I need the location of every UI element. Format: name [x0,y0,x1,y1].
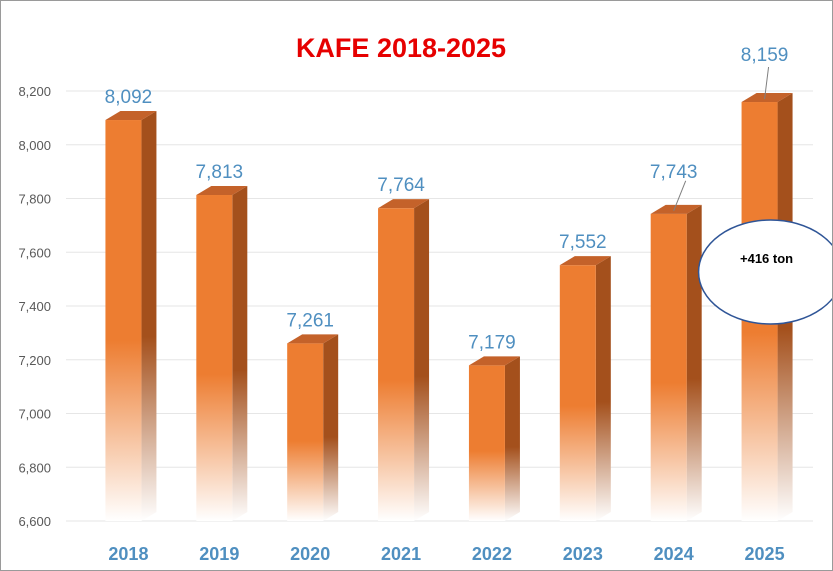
bar-front [287,343,324,521]
y-tick-label: 6,600 [18,514,51,529]
y-tick-label: 7,400 [18,299,51,314]
x-tick-label: 2021 [381,544,421,564]
bar-top [650,204,702,214]
bar-front [650,213,687,521]
bar-side [323,334,339,521]
leader-line [673,180,687,212]
x-tick-label: 2019 [199,544,239,564]
bar-side [595,256,611,521]
bar-side [504,356,520,521]
data-labels: 8,092 7,813 7,261 7,764 7,179 7,552 7,743 8,159 [105,45,789,353]
y-axis-ticks: 6,600 6,800 7,000 7,200 7,400 7,600 7,800 8,000… [18,84,51,529]
y-tick-label: 7,200 [18,353,51,368]
data-label-2018: 8,092 [105,87,153,108]
x-tick-label: 2020 [290,544,330,564]
bar-top [468,356,520,366]
bar-side [686,204,702,521]
y-tick-label: 7,600 [18,245,51,260]
callout: +416 ton [697,219,832,325]
bar-front [196,195,233,521]
data-label-2022: 7,179 [468,332,516,353]
bar-top [196,186,248,196]
bar-side [414,199,430,522]
bar-front [378,208,415,522]
x-tick-label: 2024 [654,544,694,564]
data-label-2023: 7,552 [559,232,607,253]
x-tick-label: 2022 [472,544,512,564]
bar-2020 [287,334,339,521]
data-label-2024: 7,743 [650,162,698,183]
bar-top [741,93,793,103]
x-tick-label: 2018 [108,544,148,564]
bar-top [287,334,339,344]
leader-line [764,66,770,100]
bar-2018 [105,111,157,522]
y-tick-label: 8,200 [18,84,51,99]
y-tick-label: 6,800 [18,460,51,475]
y-tick-label: 7,800 [18,192,51,207]
x-tick-label: 2025 [745,544,785,564]
bar-top [105,111,157,121]
bar-2019 [196,186,248,521]
bar-2022 [468,356,520,521]
bar-2023 [559,256,611,521]
data-label-2025: 8,159 [741,45,789,66]
bar-side [232,186,248,521]
callout-ellipse [697,219,832,325]
bar-front [559,265,596,521]
gridlines [66,90,813,522]
bar-2024 [650,204,702,521]
bar-front [105,120,142,522]
callout-text: +416 ton [740,251,793,266]
bars [105,93,793,522]
chart-title: KAFE 2018-2025 [296,33,506,63]
bar-top [559,256,611,266]
bar-2021 [378,199,430,522]
data-label-2019: 7,813 [196,162,244,183]
y-tick-label: 7,000 [18,407,51,422]
bar-side [141,111,157,522]
bar-front [468,365,505,521]
y-tick-label: 8,000 [18,138,51,153]
data-label-2021: 7,764 [377,175,425,196]
data-label-2020: 7,261 [286,310,334,331]
bar-top [378,199,430,209]
x-tick-label: 2023 [563,544,603,564]
x-axis-ticks: 2018 2019 2020 2021 2022 2023 2024 2025 [108,544,784,564]
